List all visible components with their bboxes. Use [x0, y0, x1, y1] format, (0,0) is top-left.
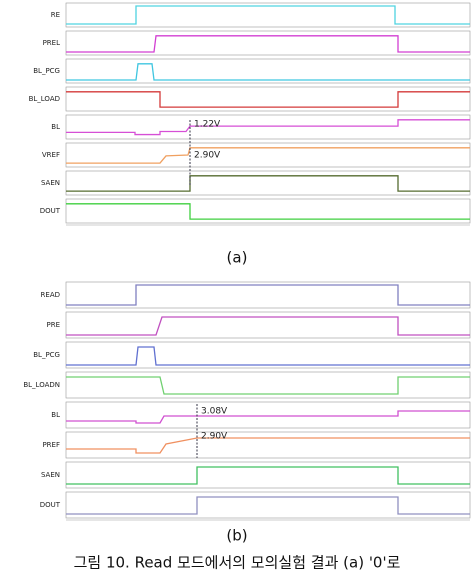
plot-frame — [65, 2, 471, 28]
signal-label: RE — [51, 11, 60, 19]
annotation: 2.90V — [201, 432, 228, 442]
annotation: 2.90V — [194, 151, 221, 161]
waveform — [66, 63, 470, 81]
plot-frame — [65, 170, 471, 196]
annotation: 3.08V — [201, 407, 228, 417]
waveform — [66, 316, 470, 336]
panel-label: (a) — [227, 249, 248, 267]
signal-label: SAEN — [41, 471, 60, 479]
waveform — [66, 203, 470, 220]
annotation: 1.22V — [194, 120, 221, 130]
plot-frame — [65, 461, 471, 489]
signal-label: BL_LOADN — [23, 381, 60, 389]
signal-label: BL_PCG — [33, 67, 60, 75]
signal-label: BL_PCG — [33, 351, 60, 359]
signal-label: READ — [41, 291, 60, 299]
waveform — [66, 346, 470, 366]
plot-frame — [65, 198, 471, 224]
plot-frame — [65, 491, 471, 519]
waveform — [66, 91, 470, 108]
waveform — [66, 175, 470, 192]
plot-frame — [65, 30, 471, 56]
plot-frame — [65, 371, 471, 399]
plot-frame — [65, 142, 471, 168]
waveform — [66, 5, 470, 25]
signal-label: PREL — [43, 39, 61, 47]
waveform — [66, 410, 470, 424]
waveform — [66, 147, 470, 164]
waveform — [66, 466, 470, 485]
signal-label: SAEN — [41, 179, 60, 187]
waveform — [66, 284, 470, 306]
signal-label: BL_LOAD — [29, 95, 60, 103]
waveform — [66, 35, 470, 53]
plot-frame — [65, 341, 471, 369]
signal-label: BL — [51, 411, 60, 419]
waveform — [66, 119, 470, 136]
panel-label: (b) — [226, 527, 247, 545]
plot-frame — [65, 311, 471, 339]
signal-label: PRE — [46, 321, 60, 329]
signal-label: BL — [51, 123, 60, 131]
plot-frame — [65, 86, 471, 112]
signal-label: PREF — [42, 441, 60, 449]
plot-frame — [65, 58, 471, 84]
plot-frame — [65, 401, 471, 429]
signal-label: DOUT — [40, 207, 61, 215]
waveform — [66, 376, 470, 395]
signal-label: DOUT — [40, 501, 61, 509]
signal-label: VREF — [42, 151, 60, 159]
plot-frame — [65, 431, 471, 459]
waveform — [66, 437, 470, 454]
waveform — [66, 496, 470, 515]
plot-frame — [65, 114, 471, 140]
plot-frame — [65, 281, 471, 309]
caption: 그림 10. Read 모드에서의 모의실험 결과 (a) '0'로 — [74, 554, 401, 572]
